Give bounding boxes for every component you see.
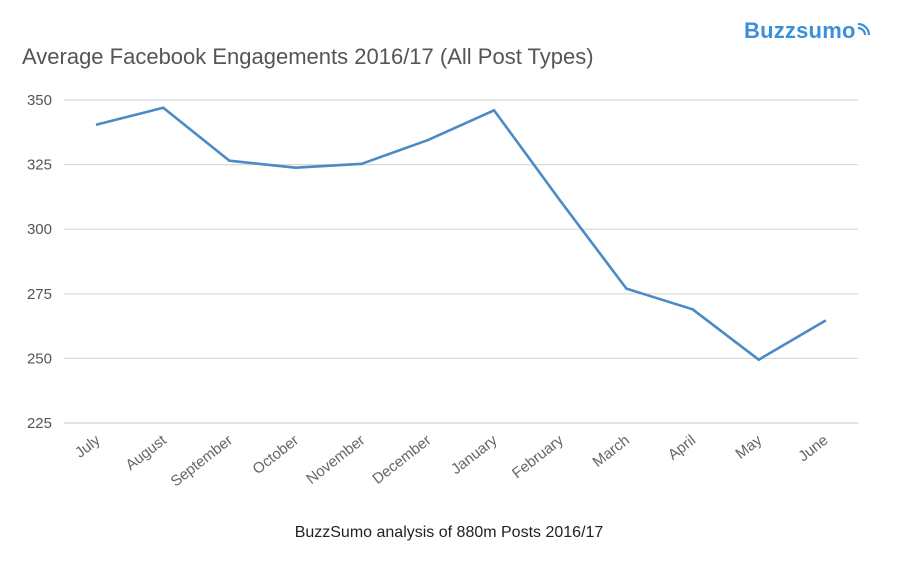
data-point-december [426, 138, 430, 142]
x-tick-label-november: November [303, 432, 368, 488]
y-tick-label: 225 [27, 415, 52, 432]
x-tick-label-august: August [122, 431, 170, 474]
x-tick-label-april: April [665, 432, 699, 464]
x-tick-label-december: December [369, 432, 434, 488]
y-tick-label: 275 [27, 286, 52, 303]
wifi-signal-icon [857, 22, 870, 36]
brand-logo: Buzzsumo [744, 18, 870, 44]
x-tick-label-september: September [168, 432, 236, 491]
y-tick-label: 300 [27, 221, 52, 238]
data-point-october [294, 166, 297, 170]
data-point-september [228, 159, 231, 163]
chart-title: Average Facebook Engagements 2016/17 (Al… [22, 44, 594, 69]
x-tick-label-may: May [732, 431, 765, 462]
data-point-april [691, 308, 694, 311]
y-tick-label: 250 [27, 350, 52, 367]
y-axis-ticks: 225 250 275 300 325 350 [27, 92, 52, 432]
x-tick-label-july: July [72, 431, 104, 461]
x-tick-label-june: June [795, 432, 831, 465]
data-point-march [625, 287, 628, 290]
x-tick-label-october: October [250, 432, 303, 478]
data-series [95, 106, 827, 361]
x-tick-label-january: January [448, 431, 501, 478]
data-point-july [95, 123, 99, 126]
data-point-august [161, 106, 165, 110]
data-point-february [558, 199, 562, 203]
data-point-june [823, 319, 827, 323]
brand-name: Buzzsumo [744, 18, 856, 43]
data-point-may [757, 358, 761, 361]
series-line-0 [96, 106, 826, 361]
x-tick-label-february: February [509, 431, 567, 482]
chart-grid [64, 99, 858, 424]
y-tick-label: 325 [27, 157, 52, 174]
x-tick-label-march: March [590, 432, 633, 471]
data-point-november [360, 162, 364, 166]
y-tick-label: 350 [27, 92, 52, 109]
data-point-january [492, 109, 496, 112]
chart-caption: BuzzSumo analysis of 880m Posts 2016/17 [294, 524, 604, 541]
